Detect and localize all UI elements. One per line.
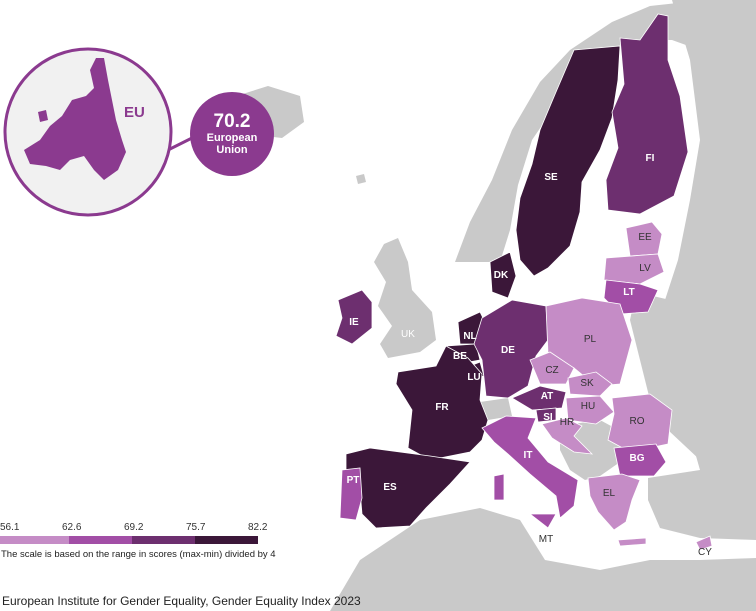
label-cz: CZ <box>545 365 558 376</box>
label-lv: LV <box>639 263 651 274</box>
belarus-ukraine <box>630 292 756 470</box>
legend-swatch-2 <box>69 536 132 544</box>
label-sk: SK <box>580 378 594 389</box>
country-it[interactable] <box>481 415 579 519</box>
label-mt: MT <box>539 534 553 545</box>
label-be: BE <box>453 351 467 362</box>
label-pt: PT <box>347 475 360 486</box>
country-pt[interactable] <box>339 467 363 521</box>
country-fi[interactable] <box>605 13 689 215</box>
legend-note: The scale is based on the range in score… <box>1 549 276 560</box>
eu-name-line2: Union <box>216 144 248 156</box>
eu-countries <box>335 13 713 551</box>
legend-tick: 62.6 <box>62 522 82 533</box>
label-se: SE <box>544 172 558 183</box>
country-it-sardinia[interactable] <box>493 473 505 501</box>
label-ee: EE <box>638 232 652 243</box>
eu-score-badge: 70.2 European Union <box>190 92 274 176</box>
label-el: EL <box>603 488 616 499</box>
country-it-sicily[interactable] <box>528 513 557 529</box>
country-hu[interactable] <box>565 395 615 425</box>
country-el[interactable] <box>587 473 641 531</box>
eu-inset <box>3 47 197 217</box>
eu-score: 70.2 <box>213 111 251 132</box>
label-lt: LT <box>623 287 634 298</box>
non-eu-land <box>226 0 756 611</box>
country-cz[interactable] <box>529 351 575 385</box>
country-lv[interactable] <box>603 253 665 285</box>
country-si[interactable] <box>535 407 557 423</box>
country-hr[interactable] <box>541 417 594 455</box>
svalbard <box>356 174 366 184</box>
country-bg[interactable] <box>613 443 667 477</box>
label-si: SI <box>543 412 553 423</box>
label-hr: HR <box>560 417 574 428</box>
country-labels: SE FI EE LV LT DK IE UK NL BE LU DE PL C… <box>347 153 713 558</box>
label-de: DE <box>501 345 515 356</box>
label-es: ES <box>383 482 397 493</box>
legend-swatch-1 <box>0 536 69 544</box>
country-el-crete[interactable] <box>617 537 647 547</box>
legend-swatch-4 <box>195 536 258 544</box>
great-britain <box>374 238 436 358</box>
inset-ie-shape <box>38 110 48 122</box>
label-dk: DK <box>494 270 509 281</box>
legend-tick: 69.2 <box>124 522 144 533</box>
label-fr: FR <box>435 402 449 413</box>
label-ie: IE <box>349 317 359 328</box>
label-uk: UK <box>401 329 415 340</box>
label-at: AT <box>541 391 554 402</box>
label-lu: LU <box>467 372 480 383</box>
legend-tick: 56.1 <box>0 522 20 533</box>
legend: 56.1 62.6 69.2 75.7 82.2 The scale is ba… <box>0 522 300 562</box>
legend-tick: 82.2 <box>248 522 268 533</box>
inset-eu-shape <box>24 58 126 180</box>
label-nl: NL <box>463 331 476 342</box>
switzerland <box>480 398 512 420</box>
legend-tick: 75.7 <box>186 522 206 533</box>
balkans <box>560 420 622 480</box>
country-ie[interactable] <box>335 289 373 345</box>
label-hu: HU <box>581 401 595 412</box>
eu-name-line1: European <box>206 132 258 144</box>
country-se[interactable] <box>515 45 621 277</box>
country-dk[interactable] <box>489 251 517 299</box>
north-africa <box>330 508 756 611</box>
label-bg: BG <box>630 453 645 464</box>
label-fi: FI <box>646 153 655 164</box>
source-footer: European Institute for Gender Equality, … <box>2 594 361 608</box>
legend-swatch-3 <box>132 536 195 544</box>
country-sk[interactable] <box>567 371 613 397</box>
label-cy: CY <box>698 547 712 558</box>
label-it: IT <box>524 450 533 461</box>
inset-eu-label: EU <box>124 104 145 121</box>
label-pl: PL <box>584 334 597 345</box>
turkey <box>648 462 756 540</box>
country-at[interactable] <box>511 385 567 411</box>
country-de[interactable] <box>473 299 549 399</box>
country-cy[interactable] <box>695 535 713 551</box>
country-ee[interactable] <box>625 221 663 257</box>
label-ro: RO <box>630 416 645 427</box>
